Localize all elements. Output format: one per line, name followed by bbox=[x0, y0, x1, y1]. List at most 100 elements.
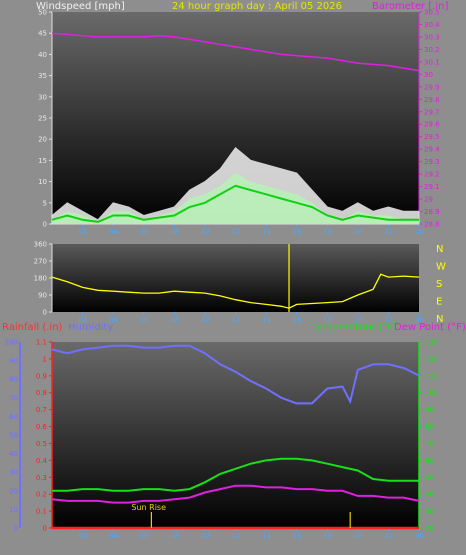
direction-tick-label: 360 bbox=[34, 241, 47, 249]
humidity-tick-label: 100 bbox=[5, 339, 18, 347]
direction-plot-area bbox=[52, 244, 419, 312]
compass-letter: E bbox=[436, 297, 442, 308]
humidity-tick-label: 50 bbox=[9, 432, 18, 440]
rainfall-axis-title: Rainfall (.in) bbox=[2, 322, 63, 333]
humidity-tick-label: 0 bbox=[14, 525, 18, 533]
temperature-tick-label: 130 bbox=[425, 339, 438, 347]
direction-tick-label: 90 bbox=[38, 292, 47, 300]
windspeed-tick-label: 35 bbox=[38, 72, 47, 80]
x-tick-label: 16 bbox=[293, 316, 302, 324]
humidity-tick-label: 20 bbox=[9, 487, 18, 495]
wind-direction-series-line bbox=[51, 273, 420, 309]
x-tick-label: 00 bbox=[415, 228, 424, 236]
temperature-tick-label: 90 bbox=[425, 406, 434, 414]
x-tick-label: 08 bbox=[170, 532, 179, 540]
dewpoint-axis-title: Dew Point (°F) bbox=[394, 322, 466, 333]
barometer-tick-label: 29.7 bbox=[424, 108, 440, 116]
barometer-tick-label: 28.8 bbox=[424, 221, 440, 229]
barometer-tick-label: 30.4 bbox=[424, 21, 440, 29]
x-tick-label: 18 bbox=[323, 228, 332, 236]
rain-plot-area bbox=[52, 342, 419, 528]
barometer-tick-label: 29.2 bbox=[424, 171, 440, 179]
temperature-tick-label: 120 bbox=[425, 355, 438, 363]
rain-tick-label: 0.9 bbox=[36, 372, 47, 380]
windspeed-tick-label: 30 bbox=[38, 93, 47, 101]
x-tick-label: 18 bbox=[323, 316, 332, 324]
barometer-series-line bbox=[51, 32, 420, 72]
rain-tick-label: 0.8 bbox=[36, 389, 47, 397]
dewpoint-series-line bbox=[51, 484, 420, 504]
x-tick-label: 02 bbox=[79, 532, 88, 540]
rain-tick-label: 0 bbox=[43, 525, 47, 533]
x-tick-label: 12 bbox=[232, 532, 241, 540]
temperature-tick-label: 100 bbox=[425, 389, 438, 397]
barometer-tick-label: 30.2 bbox=[424, 46, 440, 54]
temperature-tick-label: 70 bbox=[425, 440, 434, 448]
windspeed-tick-label: 0 bbox=[43, 221, 47, 229]
x-tick-label: 14 bbox=[262, 316, 271, 324]
graph-title: 24 hour graph day : April 05 2026 bbox=[172, 1, 342, 12]
windspeed-tick-label: 50 bbox=[38, 9, 47, 17]
x-tick-label: 02 bbox=[79, 316, 88, 324]
rain-tick-label: 0.7 bbox=[36, 406, 47, 414]
rain-tick-label: 0.1 bbox=[36, 508, 47, 516]
windspeed-axis-title: Windspeed [mph] bbox=[36, 1, 125, 12]
barometer-tick-label: 29.4 bbox=[424, 146, 440, 154]
x-tick-label: 10 bbox=[201, 316, 210, 324]
x-tick-label: 14 bbox=[262, 532, 271, 540]
barometer-tick-label: 30.1 bbox=[424, 58, 440, 66]
temperature-tick-label: 40 bbox=[425, 491, 434, 499]
x-tick-label: 04 bbox=[109, 316, 118, 324]
barometer-tick-label: 30 bbox=[424, 71, 433, 79]
barometer-tick-label: 28.9 bbox=[424, 208, 440, 216]
windspeed-tick-label: 10 bbox=[38, 178, 47, 186]
rain-tick-label: 0.2 bbox=[36, 491, 47, 499]
humidity-axis-title: Humidity bbox=[68, 322, 113, 333]
temperature-tick-label: 80 bbox=[425, 423, 434, 431]
compass-letter: S bbox=[436, 279, 442, 290]
barometer-tick-label: 29.5 bbox=[424, 133, 440, 141]
sunrise-label: Sun Rise bbox=[131, 503, 166, 512]
barometer-tick-label: 30.5 bbox=[424, 9, 440, 17]
average-wind-series-area bbox=[52, 173, 419, 224]
direction-tick-label: 270 bbox=[34, 258, 47, 266]
rain-tick-label: 1 bbox=[43, 355, 47, 363]
x-tick-label: 20 bbox=[354, 316, 363, 324]
x-tick-label: 02 bbox=[79, 228, 88, 236]
x-tick-label: 22 bbox=[384, 316, 393, 324]
x-tick-label: 20 bbox=[354, 228, 363, 236]
barometer-tick-label: 29.9 bbox=[424, 83, 440, 91]
windspeed-tick-label: 25 bbox=[38, 115, 47, 123]
windspeed-tick-label: 15 bbox=[38, 157, 47, 165]
x-tick-label: 22 bbox=[384, 532, 393, 540]
humidity-tick-label: 60 bbox=[9, 413, 18, 421]
humidity-tick-label: 80 bbox=[9, 376, 18, 384]
temperature-tick-label: 60 bbox=[425, 457, 434, 465]
windspeed-tick-label: 20 bbox=[38, 136, 47, 144]
rain-humidity-temp-panel: 02 04 06 08 10 12 14 16 18 20 22 000102030405060708… bbox=[5, 339, 439, 541]
compass-letter: W bbox=[436, 262, 446, 273]
x-tick-label: 06 bbox=[140, 228, 149, 236]
x-tick-label: 16 bbox=[293, 228, 302, 236]
compass-letter: N bbox=[436, 244, 443, 255]
humidity-tick-label: 70 bbox=[9, 394, 18, 402]
x-tick-label: 14 bbox=[262, 228, 271, 236]
wind-barometer-panel: 02 04 06 08 10 12 14 16 18 20 22 000510152025303540… bbox=[38, 9, 440, 237]
windspeed-tick-label: 40 bbox=[38, 51, 47, 59]
x-tick-label: 20 bbox=[354, 532, 363, 540]
humidity-tick-label: 30 bbox=[9, 469, 18, 477]
x-tick-label: 06 bbox=[140, 316, 149, 324]
temperature-tick-label: 30 bbox=[425, 508, 434, 516]
windspeed-tick-label: 45 bbox=[38, 30, 47, 38]
rain-tick-label: 1.1 bbox=[36, 339, 47, 347]
x-tick-label: 18 bbox=[323, 532, 332, 540]
x-tick-label: 08 bbox=[170, 228, 179, 236]
direction-tick-label: 0 bbox=[43, 309, 47, 317]
humidity-tick-label: 90 bbox=[9, 357, 18, 365]
humidity-tick-label: 40 bbox=[9, 450, 18, 458]
x-tick-label: 00 bbox=[415, 316, 424, 324]
temperature-tick-label: 110 bbox=[425, 372, 438, 380]
x-tick-label: 16 bbox=[293, 532, 302, 540]
